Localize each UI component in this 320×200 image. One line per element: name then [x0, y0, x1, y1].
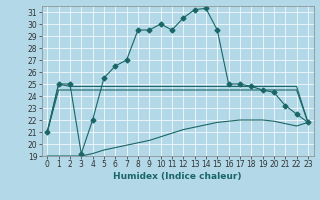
- X-axis label: Humidex (Indice chaleur): Humidex (Indice chaleur): [113, 172, 242, 181]
